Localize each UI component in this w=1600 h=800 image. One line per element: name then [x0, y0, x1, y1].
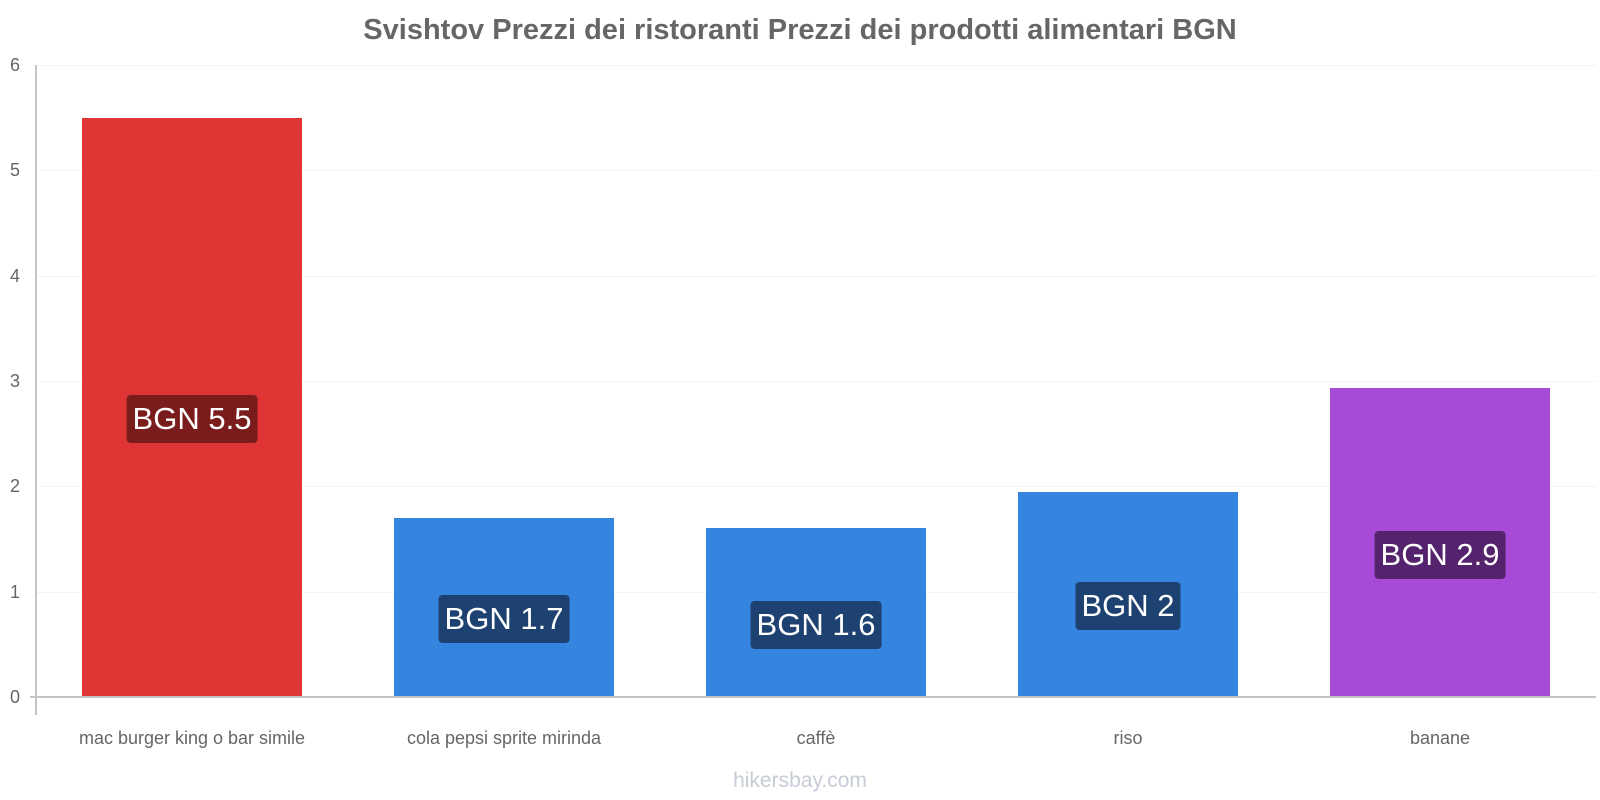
bar-value-label: BGN 1.6 [750, 601, 882, 649]
bar-value-label: BGN 2 [1075, 582, 1181, 630]
watermark: hikersbay.com [733, 769, 867, 792]
gridline [36, 486, 1596, 487]
x-tick-label: banane [1409, 728, 1471, 748]
gridline [36, 170, 1596, 171]
x-axis [30, 696, 1596, 698]
y-tick-label: 6 [9, 55, 20, 75]
gridline [36, 381, 1596, 382]
x-tick-label: caffè [796, 728, 836, 748]
y-tick-label: 5 [9, 160, 20, 180]
bar-value-label: BGN 2.9 [1374, 531, 1506, 579]
bar-value-label: BGN 1.7 [438, 595, 570, 643]
y-tick-label: 4 [9, 266, 20, 286]
x-tick-label: mac burger king o bar simile [78, 728, 306, 748]
x-tick-label: riso [1113, 728, 1143, 748]
y-tick-label: 1 [9, 582, 20, 602]
bar-value-label: BGN 5.5 [126, 395, 258, 443]
y-tick-label: 0 [9, 687, 20, 707]
gridline [36, 276, 1596, 277]
y-tick-label: 2 [9, 476, 20, 496]
y-axis [35, 65, 37, 715]
x-tick-label: cola pepsi sprite mirinda [406, 728, 602, 748]
gridline [36, 65, 1596, 66]
chart-title: Svishtov Prezzi dei ristoranti Prezzi de… [363, 14, 1237, 46]
y-tick-label: 3 [9, 371, 20, 391]
